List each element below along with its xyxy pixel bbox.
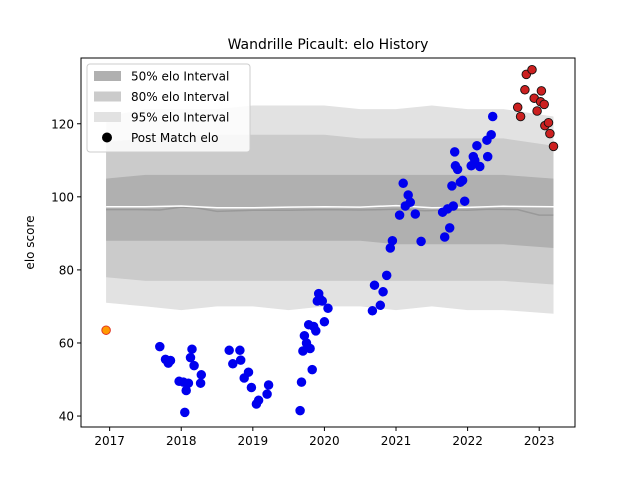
data-point xyxy=(520,85,530,95)
data-point xyxy=(185,352,196,363)
data-point xyxy=(449,147,460,157)
plot-frame xyxy=(80,57,576,428)
y-tick-label: 40 xyxy=(59,410,74,424)
data-point xyxy=(195,378,206,388)
data-point xyxy=(263,380,274,390)
data-point xyxy=(536,86,547,96)
y-tick-label: 60 xyxy=(59,336,74,350)
data-point xyxy=(527,64,537,75)
legend-swatch xyxy=(94,112,121,122)
y-axis-title: elo score xyxy=(23,215,37,269)
data-point xyxy=(439,232,450,242)
data-point xyxy=(296,377,307,387)
data-point xyxy=(235,355,246,365)
data-point xyxy=(448,201,459,211)
legend: 50% elo Interval 80% elo Interval 95% elo … xyxy=(86,63,251,153)
data-point xyxy=(416,236,426,247)
y-tick-label: 80 xyxy=(59,263,74,277)
data-point xyxy=(367,306,378,316)
data-point xyxy=(472,140,482,151)
data-point xyxy=(165,355,176,366)
data-point xyxy=(512,102,523,113)
data-point xyxy=(444,223,455,233)
data-point xyxy=(486,129,496,140)
band-50-interval xyxy=(106,174,554,248)
x-tick-label: 2019 xyxy=(238,434,269,448)
legend-label: 95% elo Interval xyxy=(131,111,229,125)
data-point xyxy=(375,300,386,311)
data-point xyxy=(101,325,111,335)
data-point xyxy=(548,141,559,152)
data-point xyxy=(387,235,398,246)
data-point xyxy=(470,155,480,166)
x-tick-label: 2021 xyxy=(381,434,412,448)
x-tick-label: 2018 xyxy=(166,434,197,448)
data-point xyxy=(235,345,245,356)
x-axis: 2017 2018 2019 2020 2021 2022 2023 xyxy=(94,427,554,448)
post-match-points xyxy=(101,64,559,418)
data-point xyxy=(545,128,555,139)
data-point xyxy=(317,296,328,306)
legend-label: Post Match elo xyxy=(131,131,218,145)
data-point xyxy=(487,111,498,122)
data-point xyxy=(475,161,485,172)
data-point xyxy=(187,344,197,354)
plot-area xyxy=(80,57,576,428)
data-point xyxy=(398,178,408,189)
x-tick-label: 2023 xyxy=(524,434,555,448)
data-point xyxy=(295,405,305,416)
data-point xyxy=(543,117,554,128)
data-point xyxy=(262,389,272,399)
x-tick-label: 2020 xyxy=(309,434,340,448)
chart-title: Wandrille Picault: elo History xyxy=(228,37,429,53)
data-point xyxy=(447,181,457,191)
legend-label: 80% elo Interval xyxy=(131,90,229,104)
data-point xyxy=(539,99,549,110)
data-point xyxy=(253,395,264,406)
legend-marker xyxy=(102,132,112,143)
x-tick-label: 2017 xyxy=(94,434,125,448)
data-point xyxy=(228,359,238,369)
data-point xyxy=(394,210,405,220)
data-point xyxy=(515,111,526,122)
legend-swatch xyxy=(94,71,121,81)
data-point xyxy=(189,360,199,371)
data-point xyxy=(311,326,321,336)
data-point xyxy=(243,367,254,377)
legend-swatch xyxy=(94,91,121,102)
data-point xyxy=(183,378,194,388)
data-point xyxy=(381,270,392,281)
data-point xyxy=(307,364,317,375)
data-point xyxy=(378,287,388,297)
y-axis: 40 60 80 100 120 xyxy=(51,117,81,424)
legend-box xyxy=(86,63,251,153)
data-point xyxy=(305,343,315,354)
data-point xyxy=(369,280,380,290)
mean-elo-line xyxy=(106,204,554,209)
y-tick-label: 100 xyxy=(51,190,74,204)
data-point xyxy=(459,196,470,206)
data-point xyxy=(196,370,207,380)
data-point xyxy=(405,197,416,208)
data-point xyxy=(410,209,421,219)
x-tick-label: 2022 xyxy=(452,434,483,448)
legend-label: 50% elo Interval xyxy=(131,70,229,84)
data-point xyxy=(482,151,493,162)
data-point xyxy=(452,164,463,175)
data-point xyxy=(155,341,165,352)
data-point xyxy=(532,106,542,116)
central-lines xyxy=(106,204,554,216)
data-point xyxy=(246,382,257,393)
median-elo-line xyxy=(106,206,554,216)
data-point xyxy=(323,303,333,314)
data-point xyxy=(180,407,190,418)
y-tick-label: 120 xyxy=(51,117,74,131)
data-point xyxy=(224,345,234,356)
data-point xyxy=(457,175,468,186)
data-point xyxy=(319,317,330,327)
